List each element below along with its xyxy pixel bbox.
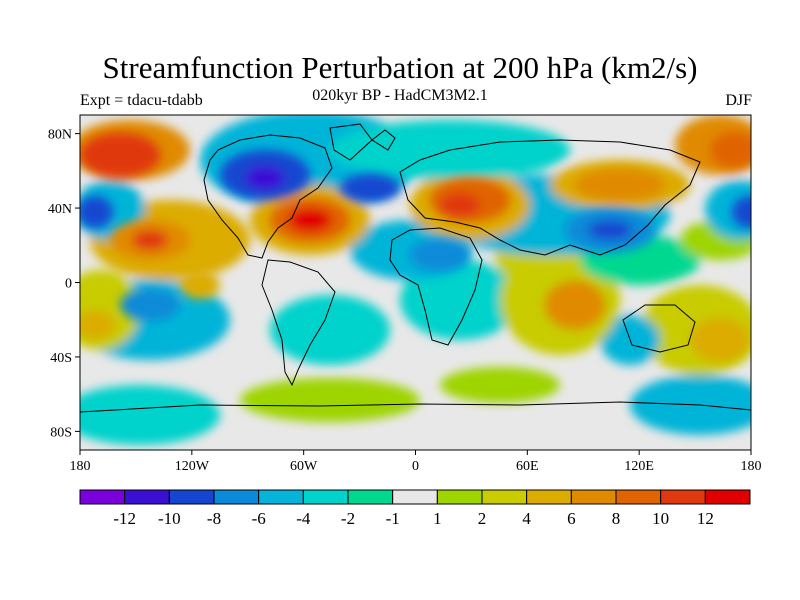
y-tick-label: 40N: [48, 202, 72, 217]
north-america-outline: [203, 134, 333, 259]
colorbar-swatch: [660, 489, 706, 505]
x-tick-label: 180: [70, 459, 91, 474]
colorbar-label: 8: [612, 509, 621, 528]
x-tick-label: 120E: [624, 459, 654, 474]
colorbar-swatch: [347, 489, 394, 505]
colorbar-label: 6: [567, 509, 576, 528]
map-subtitle: 020kyr BP - HadCM3M2.1: [312, 87, 488, 104]
season-label: DJF: [725, 92, 752, 109]
y-tick-label: 80N: [48, 128, 72, 143]
colorbar-swatch: [392, 489, 438, 505]
colorbar-label: -6: [252, 509, 266, 528]
iceland-outline: [371, 129, 396, 151]
colorbar-swatch: [124, 489, 170, 505]
colorbar-swatch: [436, 489, 483, 505]
y-tick-label: 40S: [50, 351, 72, 366]
x-tick-label: 60W: [290, 459, 318, 474]
x-tick-label: 120W: [175, 459, 210, 474]
colorbar-label: 12: [697, 509, 714, 528]
antarctica-outline: [80, 401, 751, 413]
australia-outline: [622, 304, 696, 353]
x-tick-label: 60E: [516, 459, 539, 474]
colorbar-label: -8: [207, 509, 221, 528]
continent-outlines: [80, 123, 751, 413]
eurasia-outline: [399, 139, 701, 256]
colorbar-label: 1: [433, 509, 442, 528]
colorbar-label: -12: [113, 509, 136, 528]
south-america-outline: [261, 259, 336, 387]
colorbar-label: -10: [158, 509, 181, 528]
colorbar-swatch: [258, 489, 304, 505]
colorbar-label: 2: [478, 509, 487, 528]
colorbar-label: -1: [386, 509, 400, 528]
experiment-label: Expt = tdacu-tdabb: [80, 92, 203, 109]
colorbar-swatch: [213, 489, 260, 505]
colorbar-swatch: [704, 489, 751, 505]
colorbar-label: -2: [341, 509, 355, 528]
x-axis: 180 120W 60W 0 60E 120E 180: [70, 450, 762, 474]
colorbar-swatch: [570, 489, 617, 505]
colorbar-swatch: [615, 489, 662, 505]
africa-outline: [389, 227, 483, 346]
colorbar-swatch: [168, 489, 215, 505]
contour-cores: [80, 132, 751, 362]
greenland-outline: [329, 123, 373, 161]
x-tick-label: 180: [741, 459, 762, 474]
y-axis: 80N 40N 0 40S 80S: [48, 128, 80, 440]
colorbar-label: 4: [522, 509, 531, 528]
colorbar-swatch: [481, 489, 528, 505]
colorbar-swatch: [526, 489, 572, 505]
y-tick-label: 80S: [50, 425, 72, 440]
colorbar-swatch: [302, 489, 349, 505]
colorbar-label: 10: [652, 509, 669, 528]
map-title: Streamfunction Perturbation at 200 hPa (…: [102, 50, 698, 85]
x-tick-label: 0: [412, 459, 419, 474]
colorbar-label: -4: [296, 509, 311, 528]
colorbar-swatch: [79, 489, 126, 505]
y-tick-label: 0: [65, 277, 72, 292]
